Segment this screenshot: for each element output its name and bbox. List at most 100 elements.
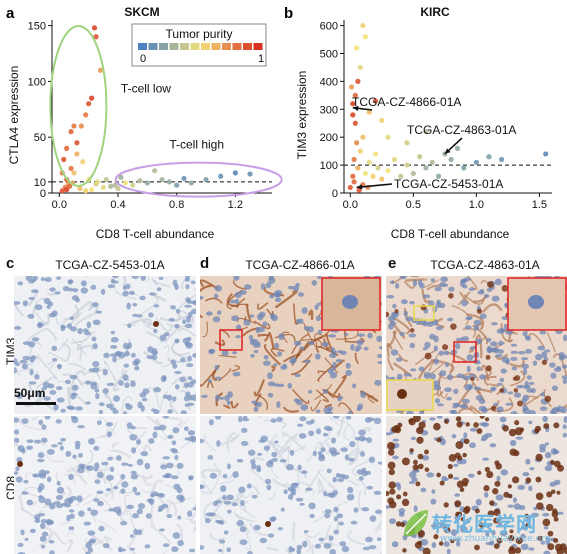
- nucleus: [226, 400, 231, 406]
- cd8-positive-cell: [439, 480, 445, 486]
- membrane-stain: [58, 338, 69, 352]
- nucleus: [17, 281, 24, 286]
- membrane-stain: [253, 379, 266, 397]
- membrane-stain: [209, 533, 226, 541]
- legend-swatch: [148, 43, 158, 50]
- data-point: [379, 117, 385, 124]
- nucleus: [80, 280, 87, 287]
- panel-letter-e: e: [388, 255, 397, 272]
- nucleus: [96, 420, 102, 426]
- nucleus: [34, 518, 40, 524]
- nucleus: [25, 276, 33, 282]
- nucleus: [37, 321, 43, 329]
- nucleus: [537, 345, 545, 351]
- nucleus: [453, 538, 462, 542]
- nucleus: [328, 447, 337, 455]
- membrane-stain: [257, 394, 269, 410]
- cd8-positive-cell: [412, 416, 421, 423]
- membrane-stain: [343, 424, 350, 441]
- membrane-stain: [200, 314, 204, 319]
- membrane-stain: [143, 318, 154, 330]
- nucleus: [544, 349, 551, 353]
- membrane-stain: [338, 418, 355, 439]
- nucleus: [171, 440, 177, 446]
- nucleus: [98, 525, 105, 532]
- nucleus: [132, 302, 138, 307]
- cd8-positive-cell: [463, 507, 470, 515]
- membrane-stain: [428, 353, 440, 372]
- nucleus: [116, 509, 122, 516]
- data-point: [71, 123, 77, 129]
- zoom-box-red: [219, 329, 243, 351]
- nucleus: [439, 522, 446, 528]
- membrane-stain: [204, 297, 223, 304]
- nucleus: [190, 280, 196, 285]
- nucleus: [350, 520, 358, 525]
- tim3-positive-cell: [450, 323, 457, 330]
- nucleus: [560, 354, 567, 360]
- nucleus: [512, 497, 518, 503]
- nucleus: [271, 457, 278, 462]
- membrane-stain: [132, 471, 154, 480]
- nucleus: [310, 419, 315, 424]
- nucleus: [92, 319, 101, 326]
- nucleus: [153, 426, 161, 431]
- nucleus: [68, 509, 75, 513]
- nucleus: [148, 438, 155, 444]
- nucleus: [434, 286, 442, 292]
- membrane-stain: [155, 317, 173, 332]
- nucleus: [232, 371, 241, 377]
- nucleus: [305, 487, 313, 492]
- nucleus: [139, 295, 146, 301]
- nucleus: [136, 314, 143, 318]
- cd8-positive-cell: [535, 476, 542, 483]
- membrane-stain: [510, 370, 526, 387]
- nucleus: [499, 377, 505, 383]
- cd8-positive-cell: [547, 543, 555, 551]
- nucleus: [41, 531, 49, 537]
- nucleus: [136, 439, 142, 445]
- nucleus: [14, 471, 19, 475]
- nucleus: [353, 507, 359, 513]
- nucleus: [367, 332, 373, 339]
- nucleus: [21, 363, 29, 370]
- nucleus: [468, 287, 475, 292]
- membrane-stain: [91, 513, 97, 523]
- nucleus: [500, 469, 508, 476]
- data-point: [461, 165, 467, 171]
- nucleus: [389, 518, 396, 525]
- positive-cell: [17, 461, 23, 467]
- legend-swatch: [211, 43, 221, 50]
- ihc-c-tim3: [14, 276, 196, 414]
- cd8-positive-cell: [416, 426, 424, 435]
- nucleus: [215, 416, 222, 420]
- membrane-stain: [267, 332, 275, 350]
- nucleus: [308, 340, 315, 346]
- cd8-positive-cell: [424, 467, 430, 472]
- cd8-positive-cell: [478, 522, 484, 528]
- data-point: [362, 34, 369, 40]
- nucleus: [466, 354, 473, 362]
- nucleus: [127, 323, 132, 328]
- nucleus: [285, 463, 294, 471]
- nucleus: [152, 431, 158, 439]
- nucleus: [257, 452, 263, 456]
- tim3-positive-cell: [409, 328, 415, 333]
- nucleus: [85, 380, 91, 385]
- cd8-positive-cell: [463, 482, 468, 487]
- nucleus: [160, 375, 166, 383]
- nucleus: [173, 483, 181, 490]
- cd8-positive-cell: [388, 481, 396, 489]
- cd8-positive-cell: [455, 511, 461, 517]
- nucleus: [418, 366, 425, 372]
- nucleus: [544, 452, 552, 459]
- data-point: [398, 173, 404, 179]
- data-point: [498, 156, 505, 163]
- nucleus: [436, 416, 443, 419]
- nucleus: [132, 313, 138, 317]
- cd8-positive-cell: [486, 470, 494, 479]
- x-tick-label: 0.5: [406, 199, 421, 211]
- nucleus: [56, 364, 62, 368]
- nucleus: [137, 401, 143, 409]
- nucleus: [303, 359, 311, 364]
